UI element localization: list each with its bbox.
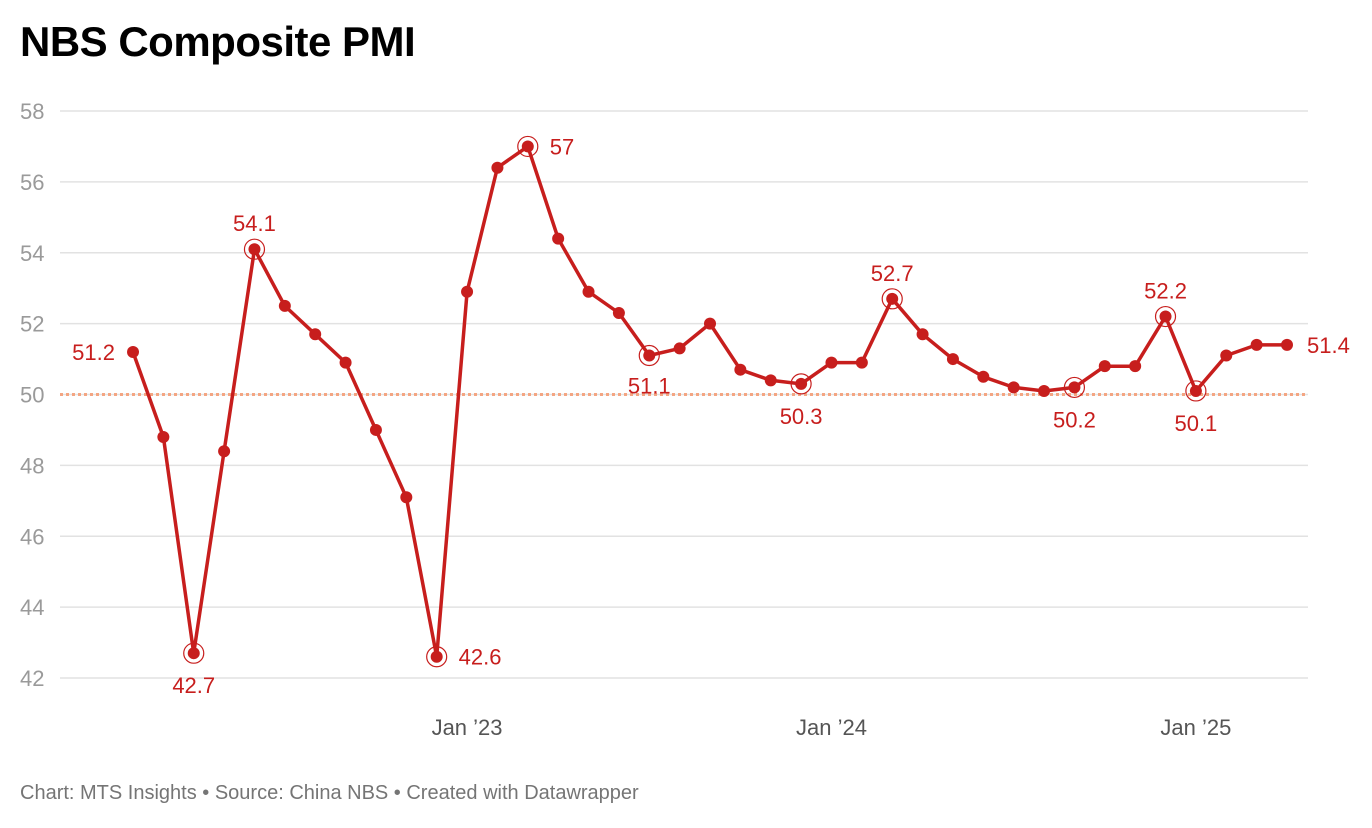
y-tick-label: 42: [20, 666, 44, 691]
data-point: [430, 650, 443, 663]
gridlines: [60, 110, 1308, 679]
x-axis-ticks: Jan ’23 Jan ’24 Jan ’25: [432, 715, 1232, 740]
data-point: [461, 285, 474, 298]
data-label: 52.2: [1144, 279, 1187, 304]
y-tick-label: 54: [20, 241, 44, 266]
highlight-ring: [426, 646, 448, 668]
data-point: [795, 377, 808, 390]
data-point: [582, 285, 595, 298]
y-tick-label: 46: [20, 524, 44, 549]
data-label: 52.7: [871, 261, 914, 286]
data-point: [1129, 360, 1142, 373]
data-point: [1007, 381, 1020, 394]
highlight-ring: [1185, 380, 1207, 402]
data-points: [127, 135, 1293, 668]
y-axis-ticks: 42 44 46 48 50 52 54 56 58: [20, 99, 44, 691]
data-labels: 51.2 42.7 54.1 42.6 57 51.1 50.3 52.7 50.2 52.2 50…: [72, 134, 1350, 698]
data-point: [127, 345, 139, 358]
data-label: 51.4: [1307, 333, 1350, 358]
data-label: 51.1: [628, 374, 671, 399]
data-label: 54.1: [233, 211, 276, 236]
data-label: 42.6: [459, 645, 502, 670]
data-point: [157, 431, 170, 444]
data-point: [1068, 381, 1081, 394]
data-label: 57: [550, 134, 574, 159]
data-point: [1159, 310, 1172, 323]
data-point: [1220, 349, 1233, 362]
data-point: [886, 292, 899, 305]
highlight-ring: [1063, 376, 1086, 399]
data-point: [764, 374, 777, 387]
data-point: [309, 328, 322, 341]
data-label: 51.2: [72, 340, 115, 365]
data-label: 50.3: [780, 404, 823, 429]
data-point: [1038, 384, 1051, 397]
y-tick-label: 52: [20, 312, 44, 337]
data-point: [1098, 360, 1111, 373]
data-point: [521, 140, 534, 153]
data-label: 42.7: [172, 673, 215, 698]
data-point: [491, 161, 504, 174]
y-tick-label: 56: [20, 170, 44, 195]
data-point: [1250, 338, 1263, 351]
x-tick-label: Jan ’25: [1160, 715, 1231, 740]
data-point: [946, 353, 959, 366]
series-line: [131, 144, 1287, 659]
highlight-ring: [881, 288, 903, 310]
chart-title: NBS Composite PMI: [20, 18, 416, 65]
data-label: 50.2: [1053, 407, 1096, 432]
data-point: [673, 342, 686, 355]
data-point: [612, 306, 625, 319]
highlight-ring: [1154, 305, 1177, 328]
data-point: [734, 363, 747, 376]
y-tick-label: 48: [20, 453, 44, 478]
data-point: [218, 445, 231, 458]
data-point: [187, 647, 200, 660]
data-point: [1281, 338, 1293, 351]
data-point: [643, 349, 656, 362]
y-tick-label: 50: [20, 383, 44, 408]
data-point: [916, 328, 929, 341]
y-tick-label: 44: [20, 595, 44, 620]
highlight-ring: [638, 344, 660, 367]
highlight-ring: [790, 373, 812, 395]
data-point: [248, 243, 261, 256]
y-tick-label: 58: [20, 99, 44, 124]
data-point: [369, 423, 382, 436]
chart-footer: Chart: MTS Insights • Source: China NBS …: [20, 782, 639, 804]
data-point: [977, 370, 990, 383]
data-label: 50.1: [1174, 411, 1217, 436]
data-point: [552, 232, 565, 245]
data-point: [855, 356, 868, 369]
data-point: [704, 317, 716, 330]
highlight-ring: [183, 642, 205, 664]
data-point: [400, 491, 413, 504]
highlight-ring: [517, 135, 539, 158]
x-tick-label: Jan ’23: [432, 715, 503, 740]
data-point: [825, 356, 838, 369]
data-point: [278, 299, 291, 312]
highlight-ring: [243, 238, 266, 260]
x-tick-label: Jan ’24: [796, 715, 867, 740]
data-point: [1189, 384, 1202, 397]
data-point: [339, 356, 352, 369]
